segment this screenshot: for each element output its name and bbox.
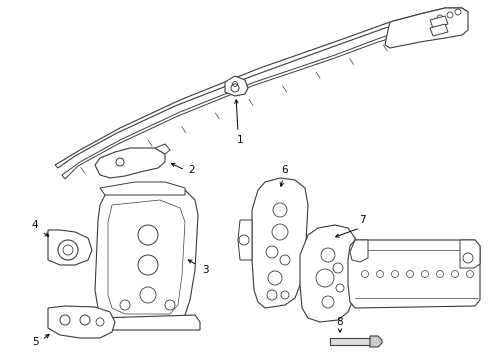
Polygon shape <box>370 336 382 347</box>
Polygon shape <box>252 178 308 308</box>
Polygon shape <box>108 200 185 314</box>
Polygon shape <box>385 8 468 48</box>
Polygon shape <box>100 182 185 195</box>
Polygon shape <box>55 8 468 168</box>
Text: 4: 4 <box>32 220 38 230</box>
Polygon shape <box>238 220 252 260</box>
Text: 1: 1 <box>237 135 244 145</box>
Polygon shape <box>348 240 480 308</box>
Polygon shape <box>95 148 165 178</box>
Polygon shape <box>98 315 200 330</box>
Polygon shape <box>225 76 248 96</box>
Text: 2: 2 <box>189 165 196 175</box>
Polygon shape <box>95 185 198 322</box>
Polygon shape <box>430 24 448 36</box>
Polygon shape <box>62 18 445 179</box>
Polygon shape <box>350 240 368 262</box>
Polygon shape <box>430 16 448 28</box>
Text: 8: 8 <box>337 317 343 327</box>
Polygon shape <box>460 240 480 268</box>
Polygon shape <box>155 144 170 154</box>
Polygon shape <box>48 230 92 265</box>
Polygon shape <box>300 225 358 322</box>
Text: 7: 7 <box>359 215 366 225</box>
Text: 5: 5 <box>32 337 38 347</box>
Polygon shape <box>48 306 115 338</box>
Polygon shape <box>330 338 370 345</box>
Text: 6: 6 <box>282 165 288 175</box>
Text: 3: 3 <box>202 265 208 275</box>
